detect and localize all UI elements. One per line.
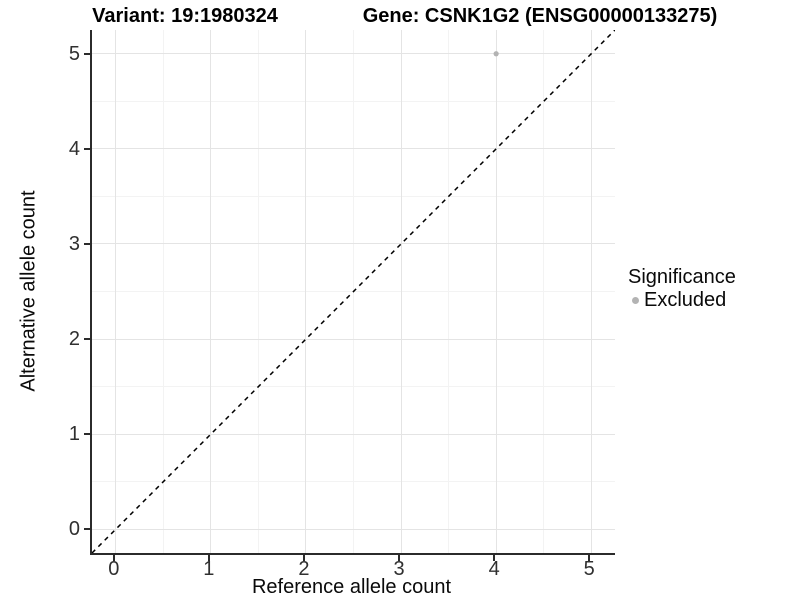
gridline-major-h <box>92 528 615 530</box>
y-tick-label: 4 <box>68 137 80 160</box>
legend-title: Significance <box>628 266 736 288</box>
gridline-major-h <box>92 433 615 435</box>
x-tick-mark <box>112 555 115 561</box>
x-tick-label: 5 <box>583 558 595 580</box>
gridline-minor-h <box>92 481 615 483</box>
legend-item-label: Excluded <box>644 289 727 311</box>
x-tick-label: 4 <box>488 558 500 580</box>
gridline-major-v <box>495 30 497 553</box>
y-axis-title: Alternative allele count <box>17 190 40 392</box>
y-tick-mark <box>84 147 90 150</box>
y-tick-mark <box>84 433 90 436</box>
gridline-major-v <box>400 30 402 553</box>
legend-point-icon <box>632 297 639 304</box>
legend-items: Excluded <box>628 289 798 312</box>
x-tick-label: 3 <box>393 558 405 580</box>
gridline-major-h <box>92 53 615 55</box>
gridline-major-v <box>210 30 212 553</box>
gridline-major-v <box>305 30 307 553</box>
gene-title: Gene: CSNK1G2 (ENSG00000133275) <box>362 5 718 27</box>
gridline-major-h <box>92 338 615 340</box>
y-tick-mark <box>84 338 90 341</box>
gridline-major-h <box>92 148 615 150</box>
x-tick-mark <box>398 555 401 561</box>
x-tick-mark <box>588 555 591 561</box>
legend-item: Excluded <box>628 289 798 312</box>
y-tick-label: 3 <box>68 232 80 255</box>
geometry-layer <box>92 30 615 553</box>
x-tick-label: 2 <box>298 558 310 580</box>
gridline-minor-h <box>92 195 615 197</box>
x-tick-label: 1 <box>203 558 215 580</box>
y-tick-label: 2 <box>68 328 80 351</box>
x-tick-mark <box>207 555 210 561</box>
gridline-major-v <box>115 30 117 553</box>
x-axis-title: Reference allele count <box>251 576 451 598</box>
x-tick-mark <box>302 555 305 561</box>
y-tick-label: 5 <box>68 42 80 65</box>
gridline-minor-h <box>92 100 615 102</box>
gridline-major-h <box>92 243 615 245</box>
variant-title: Variant: 19:1980324 <box>92 5 278 27</box>
legend: Significance Excluded <box>628 266 798 312</box>
x-tick-label: 0 <box>108 558 120 580</box>
gridline-major-v <box>590 30 592 553</box>
y-tick-mark <box>84 242 90 245</box>
gridline-minor-h <box>92 386 615 388</box>
y-tick-label: 0 <box>68 518 80 541</box>
plot-panel <box>90 30 615 555</box>
identity-dashed-line <box>92 30 615 553</box>
y-tick-mark <box>84 52 90 55</box>
y-tick-label: 1 <box>68 423 80 446</box>
x-tick-mark <box>493 555 496 561</box>
data-point <box>493 51 499 57</box>
y-tick-mark <box>84 528 90 531</box>
